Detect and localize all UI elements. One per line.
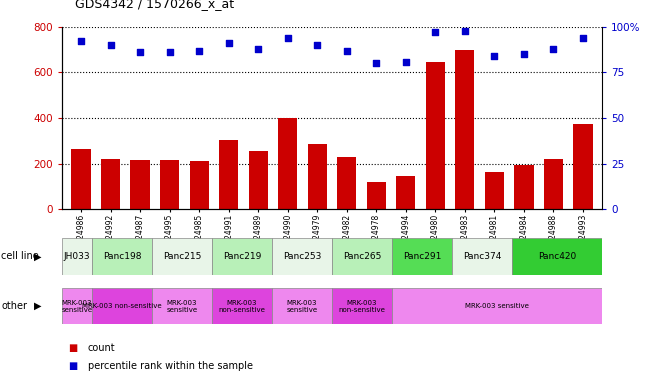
Bar (160, 160, 179, 209)
Point (371, 60, 381, 66)
Text: MRK-003
sensitive: MRK-003 sensitive (286, 300, 318, 313)
Point (76, 38, 86, 45)
Bar (212, 288, 272, 324)
Bar (219, 140, 238, 209)
Bar (62, 238, 92, 275)
Text: Panc198: Panc198 (103, 252, 141, 261)
Bar (426, 62, 445, 209)
Bar (574, 124, 592, 209)
Bar (92, 288, 152, 324)
Bar (101, 159, 120, 209)
Text: MRK-003
non-sensitive: MRK-003 non-sensitive (219, 300, 266, 313)
Text: ■: ■ (68, 343, 77, 353)
Text: MRK-003
non-sensitive: MRK-003 non-sensitive (339, 300, 385, 313)
Bar (272, 238, 332, 275)
Bar (152, 288, 212, 324)
Text: ▶: ▶ (34, 251, 42, 262)
Bar (452, 238, 512, 275)
Bar (485, 172, 504, 209)
Bar (396, 175, 415, 209)
Text: count: count (88, 343, 115, 353)
Bar (72, 149, 90, 209)
Bar (514, 165, 534, 209)
Bar (152, 238, 212, 275)
Point (312, 42, 322, 48)
Point (105, 42, 116, 48)
Text: MRK-003 sensitive: MRK-003 sensitive (465, 303, 529, 309)
Text: percentile rank within the sample: percentile rank within the sample (88, 361, 253, 371)
Text: MRK-003 non-sensitive: MRK-003 non-sensitive (82, 303, 161, 309)
Bar (544, 159, 563, 209)
Point (489, 53, 499, 59)
Text: Panc265: Panc265 (343, 252, 381, 261)
Text: Panc215: Panc215 (163, 252, 201, 261)
Text: Panc420: Panc420 (538, 252, 576, 261)
Text: other: other (1, 301, 27, 311)
Point (460, 28, 470, 34)
Point (578, 35, 589, 41)
Point (342, 48, 352, 54)
Text: ■: ■ (68, 361, 77, 371)
Bar (512, 238, 602, 275)
Bar (278, 118, 298, 209)
Point (165, 50, 175, 56)
Bar (130, 160, 150, 209)
Text: JH033: JH033 (64, 252, 90, 261)
Bar (367, 182, 386, 209)
Bar (212, 238, 272, 275)
Text: Panc219: Panc219 (223, 252, 261, 261)
Text: Panc291: Panc291 (403, 252, 441, 261)
Text: MRK-003
sensitive: MRK-003 sensitive (61, 300, 92, 313)
Bar (189, 161, 209, 209)
Bar (332, 238, 392, 275)
Point (194, 48, 204, 54)
Text: GDS4342 / 1570266_x_at: GDS4342 / 1570266_x_at (75, 0, 234, 10)
Text: Panc253: Panc253 (283, 252, 321, 261)
Point (519, 51, 529, 57)
Bar (455, 50, 475, 209)
Text: cell line: cell line (1, 251, 39, 262)
Bar (332, 288, 392, 324)
Text: ▶: ▶ (34, 301, 42, 311)
Point (283, 35, 293, 41)
Point (400, 58, 411, 65)
Point (548, 46, 559, 52)
Bar (308, 144, 327, 209)
Point (430, 29, 441, 35)
Bar (392, 238, 452, 275)
Point (135, 50, 145, 56)
Text: MRK-003
sensitive: MRK-003 sensitive (167, 300, 197, 313)
Bar (92, 238, 152, 275)
Bar (337, 157, 356, 209)
Point (223, 40, 234, 46)
Bar (272, 288, 332, 324)
Text: Panc374: Panc374 (463, 252, 501, 261)
Bar (62, 288, 92, 324)
Point (253, 46, 264, 52)
Bar (249, 151, 268, 209)
Bar (392, 288, 602, 324)
